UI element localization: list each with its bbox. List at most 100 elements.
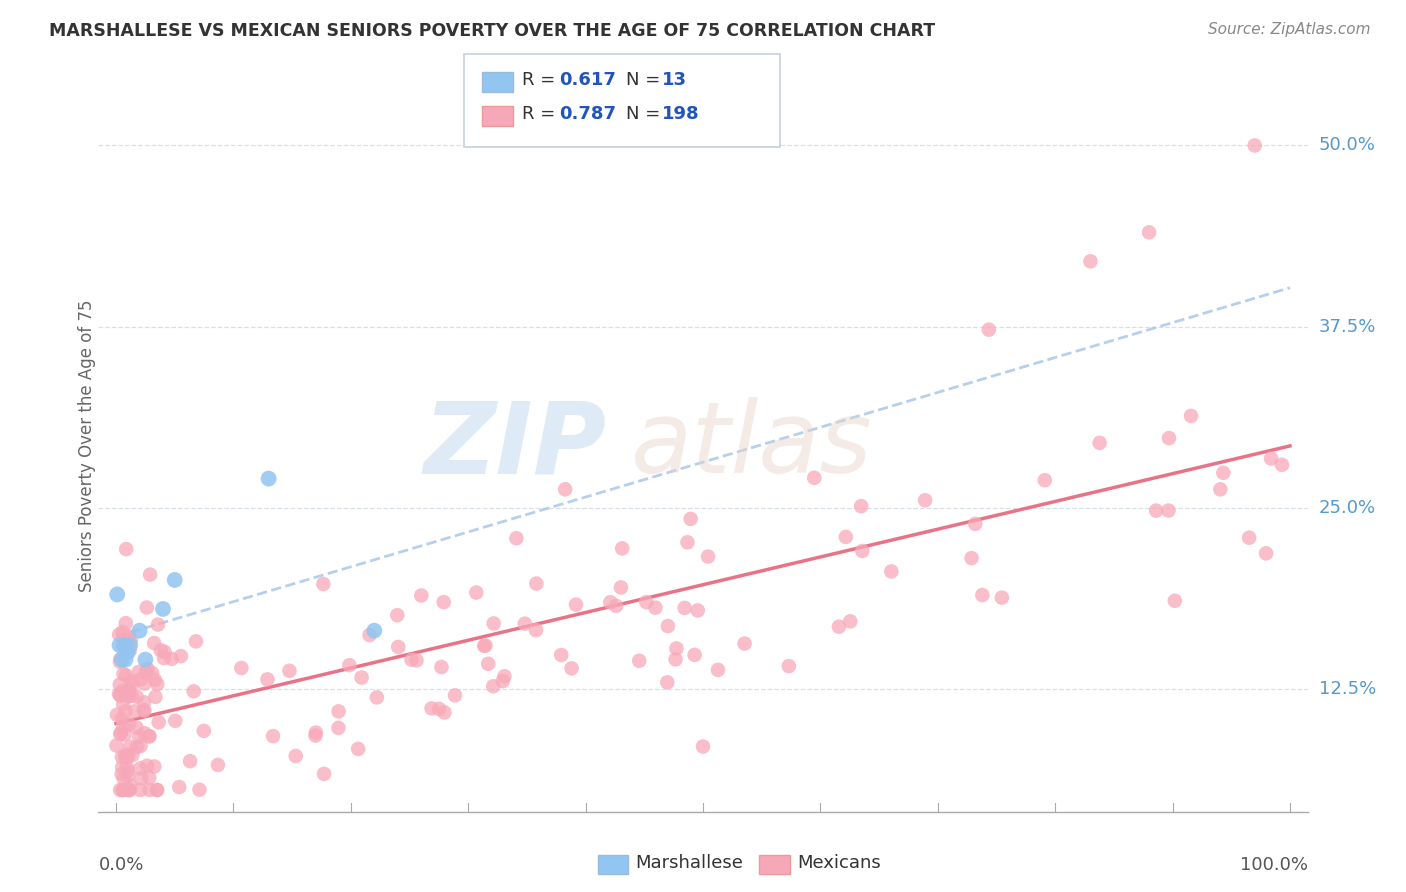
- Point: [1237, 531, 1260, 545]
- Point: [184, 634, 207, 648]
- Point: [683, 648, 706, 662]
- Point: [387, 640, 409, 654]
- Point: [111, 783, 134, 797]
- Point: [350, 671, 373, 685]
- Point: [111, 653, 134, 667]
- Point: [278, 664, 301, 678]
- Point: [111, 683, 134, 698]
- Point: [1164, 594, 1187, 608]
- Point: [474, 639, 496, 653]
- Point: [145, 690, 167, 704]
- Point: [673, 601, 696, 615]
- Point: [193, 723, 215, 738]
- Point: [977, 323, 1000, 337]
- Point: [433, 706, 456, 720]
- Point: [114, 727, 136, 741]
- Point: [163, 573, 186, 587]
- Point: [125, 740, 148, 755]
- Point: [692, 739, 714, 754]
- Point: [108, 627, 131, 641]
- Point: [347, 742, 370, 756]
- Point: [120, 632, 142, 647]
- Point: [153, 651, 176, 665]
- Text: 0.0%: 0.0%: [98, 855, 143, 873]
- Point: [143, 759, 166, 773]
- Point: [128, 730, 150, 744]
- Point: [134, 703, 156, 717]
- Point: [114, 747, 136, 762]
- Point: [644, 600, 666, 615]
- Point: [128, 624, 150, 638]
- Point: [328, 704, 350, 718]
- Text: 37.5%: 37.5%: [1319, 318, 1376, 335]
- Point: [505, 531, 527, 545]
- Point: [146, 677, 169, 691]
- Text: 13: 13: [662, 71, 688, 89]
- Point: [152, 602, 174, 616]
- Point: [305, 725, 328, 739]
- Point: [1254, 546, 1277, 560]
- Point: [1144, 503, 1167, 517]
- Point: [111, 750, 134, 764]
- Point: [686, 603, 709, 617]
- Point: [118, 682, 141, 697]
- Point: [420, 701, 443, 715]
- Text: 0.617: 0.617: [560, 71, 616, 89]
- Point: [427, 702, 450, 716]
- Point: [139, 567, 162, 582]
- Point: [465, 585, 488, 599]
- Point: [124, 704, 146, 718]
- Point: [183, 684, 205, 698]
- Point: [112, 638, 135, 652]
- Point: [125, 690, 148, 704]
- Point: [117, 690, 139, 704]
- Point: [129, 783, 152, 797]
- Point: [105, 707, 128, 722]
- Point: [494, 669, 516, 683]
- Point: [550, 648, 572, 662]
- Point: [387, 608, 409, 623]
- Point: [121, 689, 143, 703]
- Point: [304, 729, 326, 743]
- Text: 12.5%: 12.5%: [1319, 680, 1376, 698]
- Point: [108, 687, 131, 701]
- Point: [138, 783, 160, 797]
- Point: [110, 727, 132, 741]
- Y-axis label: Seniors Poverty Over the Age of 75: Seniors Poverty Over the Age of 75: [79, 300, 96, 592]
- Point: [121, 677, 143, 691]
- Point: [134, 653, 156, 667]
- Point: [134, 676, 156, 690]
- Point: [143, 673, 166, 687]
- Point: [170, 649, 193, 664]
- Point: [118, 783, 141, 797]
- Point: [117, 768, 139, 782]
- Point: [328, 721, 350, 735]
- Point: [359, 628, 381, 642]
- Point: [599, 595, 621, 609]
- Point: [117, 747, 139, 762]
- Point: [1209, 483, 1232, 497]
- Point: [513, 616, 536, 631]
- Point: [129, 772, 152, 786]
- Point: [118, 630, 141, 644]
- Point: [284, 749, 307, 764]
- Point: [136, 662, 159, 676]
- Point: [991, 591, 1014, 605]
- Point: [477, 657, 499, 671]
- Point: [114, 616, 136, 631]
- Point: [363, 624, 385, 638]
- Point: [1271, 458, 1294, 472]
- Point: [138, 771, 160, 785]
- Point: [851, 499, 873, 513]
- Point: [405, 653, 427, 667]
- Point: [114, 653, 136, 667]
- Point: [108, 687, 131, 701]
- Point: [117, 783, 139, 797]
- Point: [472, 639, 495, 653]
- Point: [105, 587, 128, 601]
- Point: [112, 667, 135, 681]
- Point: [628, 654, 651, 668]
- Point: [112, 698, 135, 712]
- Point: [108, 638, 131, 652]
- Point: [433, 595, 456, 609]
